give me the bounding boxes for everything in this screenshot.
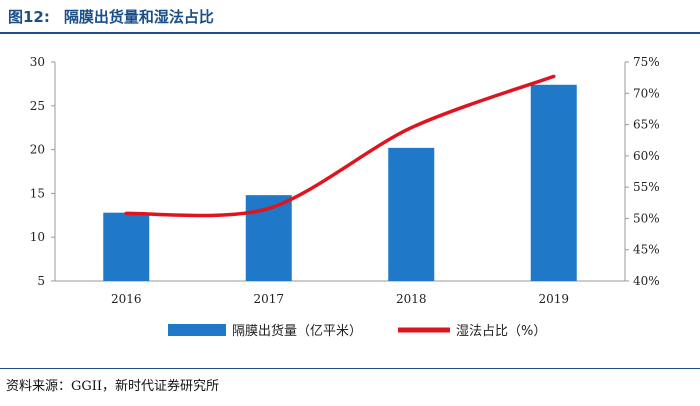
y-right-tick-label: 55% — [633, 180, 660, 194]
x-tick-label: 2016 — [111, 292, 142, 306]
bar — [388, 147, 435, 281]
legend: 隔膜出货量（亿平米） 湿法占比（%） — [168, 323, 546, 339]
legend-bar-label: 隔膜出货量（亿平米） — [232, 323, 362, 339]
share-line — [124, 74, 556, 218]
bar — [530, 84, 577, 281]
y-right-tick-label: 40% — [633, 274, 660, 288]
figure-number: 图12: — [8, 8, 50, 26]
x-tick-label: 2019 — [538, 292, 569, 306]
y-right-tick-label: 50% — [633, 211, 660, 225]
bar-series — [103, 84, 577, 281]
figure-title-text: 隔膜出货量和湿法占比 — [63, 8, 214, 26]
x-tick-label: 2018 — [396, 292, 427, 306]
y-left-tick-label: 15 — [30, 186, 45, 200]
legend-bar-swatch — [168, 324, 226, 336]
axes: 5 10 15 20 25 30 40% 45% 50% 55% 60% 65% 70% 75% 2016 2… — [30, 55, 660, 306]
y-left-tick-label: 30 — [30, 55, 45, 69]
source-rule — [0, 368, 700, 369]
y-left-tick-label: 10 — [30, 230, 45, 244]
y-right-tick-label: 65% — [633, 118, 660, 132]
y-right-tick-label: 45% — [633, 243, 660, 257]
y-right-tick-label: 60% — [633, 149, 660, 163]
legend-line-label: 湿法占比（%） — [456, 324, 546, 339]
y-left-tick-label: 20 — [30, 143, 45, 157]
bar — [103, 212, 150, 281]
source-note: 资料来源：GGII，新时代证券研究所 — [6, 379, 220, 394]
y-right-tick-label: 75% — [633, 55, 660, 69]
y-left-tick-label: 25 — [30, 99, 45, 113]
y-left-tick-label: 5 — [37, 274, 45, 288]
line-series — [124, 74, 556, 218]
title-rule — [0, 32, 700, 34]
x-tick-label: 2017 — [253, 292, 284, 306]
figure-title: 图12: 隔膜出货量和湿法占比 — [8, 6, 214, 27]
y-right-tick-label: 70% — [633, 86, 660, 100]
